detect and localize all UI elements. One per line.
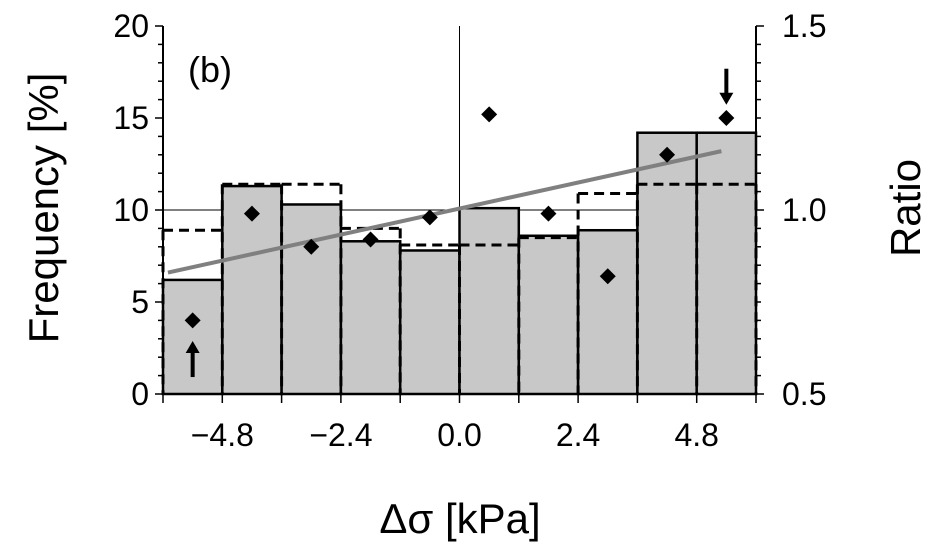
- ratio-point-6: [540, 205, 557, 222]
- trend-line: [167, 149, 722, 275]
- up-arrow-icon: [185, 341, 200, 378]
- x-tick-label: −2.4: [309, 417, 372, 453]
- ratio-point-0: [184, 312, 201, 329]
- x-tick-label: −4.8: [191, 417, 254, 453]
- left-tick-label: 5: [131, 284, 149, 320]
- ratio-point-4: [421, 209, 438, 226]
- x-tick-label: 0.0: [437, 417, 481, 453]
- panel-label: (b): [188, 49, 232, 90]
- bar-3: [339, 240, 402, 396]
- tick-marks: [155, 25, 764, 403]
- arrow-head: [719, 92, 734, 105]
- bar-9: [695, 131, 758, 396]
- x-axis-label: Δσ [kPa]: [379, 495, 540, 542]
- ratio-point-9: [718, 110, 735, 126]
- bar-5: [458, 206, 521, 396]
- down-arrow-icon: [719, 68, 734, 105]
- ratio-point-5: [481, 106, 498, 123]
- bar-1: [221, 184, 283, 396]
- ratio-markers: [184, 106, 735, 329]
- bar-2: [280, 203, 343, 396]
- left-tick-label: 0: [131, 376, 149, 412]
- filled-bars: [161, 131, 758, 396]
- left-tick-label: 15: [113, 100, 149, 136]
- bar-6: [517, 234, 580, 396]
- left-tick-label: 20: [113, 8, 149, 44]
- ratio-point-7: [599, 268, 616, 285]
- x-tick-label: 4.8: [674, 417, 718, 453]
- ratio-point-3: [362, 231, 379, 248]
- x-tick-label: 2.4: [556, 417, 600, 453]
- ratio-point-8: [659, 146, 676, 163]
- left-tick-label: 10: [113, 192, 149, 228]
- bar-4: [398, 249, 461, 396]
- y-axis-label-left: Frequency [%]: [20, 73, 67, 344]
- bar-7: [576, 228, 639, 396]
- tick-labels: 0 5 10 15 20 0.5 1.0 1.5 −4.8 −2.4 0.0 2.4 4.8: [113, 8, 826, 453]
- ratio-point-2: [303, 238, 320, 255]
- arrow-head: [185, 341, 200, 354]
- ratio-point-1: [243, 205, 260, 222]
- right-tick-label: 1.0: [782, 192, 826, 228]
- trend-line-group: [167, 149, 722, 275]
- bar-8: [636, 131, 698, 396]
- right-tick-label: 0.5: [782, 376, 826, 412]
- right-tick-label: 1.5: [782, 8, 826, 44]
- y-axis-label-right: Ratio: [882, 159, 929, 257]
- annotations: [185, 68, 734, 378]
